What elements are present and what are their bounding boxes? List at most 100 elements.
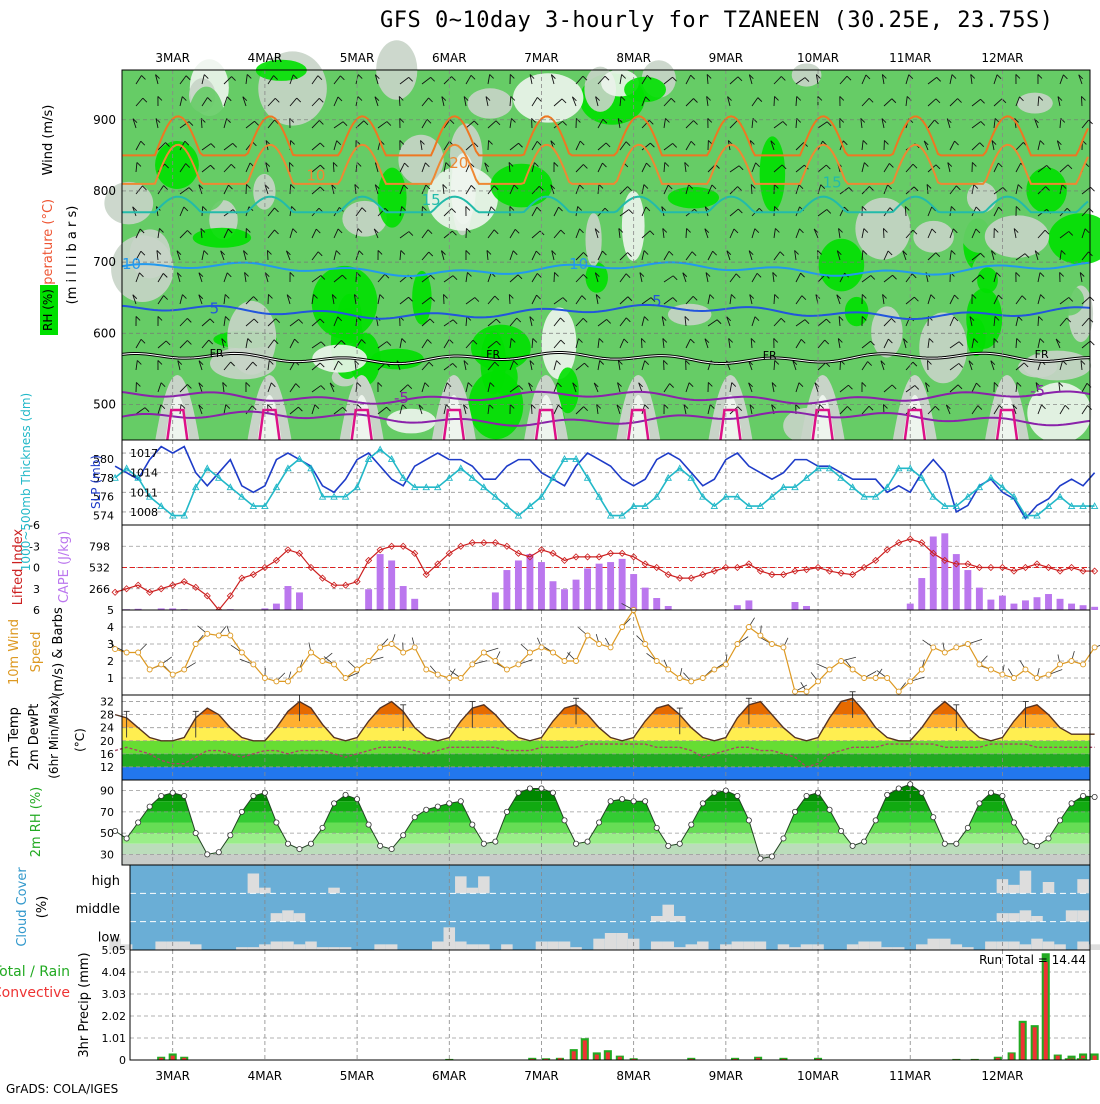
wind-point [205, 631, 210, 636]
contour-label: 5 [652, 292, 662, 310]
wind-point [424, 667, 429, 672]
wind-point [792, 689, 797, 694]
rh-point [1034, 843, 1039, 848]
bottom-date-label: 7MAR [524, 1069, 559, 1083]
wind-point [850, 667, 855, 672]
rh-point [712, 790, 717, 795]
chart-title: GFS 0~10day 3-hourly for TZANEEN (30.25E… [380, 8, 1054, 33]
cloud-low-bar [282, 942, 294, 951]
rh-shade [819, 239, 865, 292]
cape-bar [803, 606, 810, 610]
cloud-low-bar [732, 942, 744, 951]
rh-point [873, 818, 878, 823]
rh-shade [913, 221, 954, 253]
wind-point [355, 667, 360, 672]
yaxis-tick-label: 4.04 [102, 966, 127, 979]
wind-point [654, 659, 659, 664]
top-date-label: 11MAR [889, 51, 931, 65]
rh-shade [480, 331, 506, 395]
rh-point [931, 815, 936, 820]
temp-axis-unit: (°C) [73, 728, 87, 752]
cape-bar [930, 537, 937, 610]
cloud-low-bar [1089, 944, 1100, 950]
cloud-middle-bar [294, 913, 306, 922]
rh-point [182, 793, 187, 798]
rh-point [1011, 820, 1016, 825]
cloud-high-bar [1008, 885, 1020, 894]
cloud-low-bar [743, 942, 755, 951]
cloud-low-bar [271, 942, 283, 951]
wind-point [447, 676, 452, 681]
wind-point [493, 659, 498, 664]
cloud-low-bar [467, 944, 479, 950]
cloud-low-bar [1054, 944, 1066, 950]
wind-point [954, 645, 959, 650]
wind-point [562, 659, 567, 664]
contour-label: 5 [210, 299, 220, 317]
wind-point [378, 645, 383, 650]
wind-barb [356, 272, 357, 282]
rh-shade [253, 174, 275, 210]
bottom-date-label: 8MAR [616, 1069, 651, 1083]
rh-shade [1017, 93, 1053, 114]
wind-point [862, 676, 867, 681]
wind-point [746, 625, 751, 630]
rh-point [1092, 794, 1097, 799]
wind-point [816, 679, 821, 684]
cape-bar [1091, 607, 1098, 610]
precip-conv-bar [1093, 1056, 1097, 1060]
wind-barb [289, 162, 290, 172]
right-tick-label: 798 [89, 540, 110, 553]
rh-point [689, 822, 694, 827]
rh-point [308, 841, 313, 846]
yaxis-tick-label: 900 [93, 113, 116, 127]
rh-point [331, 801, 336, 806]
cloud-middle-bar [1008, 913, 1020, 922]
contour-label: 15 [422, 191, 441, 209]
wind-point [458, 676, 463, 681]
wind-barb [686, 228, 687, 238]
cape-bar [964, 570, 971, 610]
rh-point [424, 807, 429, 812]
yaxis-tick-label: 800 [93, 184, 116, 198]
wind-barb [267, 250, 268, 260]
left-tick-label: -3 [29, 540, 40, 553]
top-date-label: 3MAR [155, 51, 190, 65]
wind-barb [774, 206, 775, 216]
rh-shade [967, 182, 997, 213]
rh-point [666, 843, 671, 848]
rh-axis-label: 2m RH (%) [29, 787, 44, 858]
cape-bar [665, 606, 672, 610]
rh-point [1069, 801, 1074, 806]
cloud-high-bar [467, 888, 479, 894]
cape-bar [550, 581, 557, 610]
cloud-low-bar [686, 944, 698, 950]
rh-shade [160, 320, 202, 369]
bottom-date-label: 3MAR [155, 1069, 190, 1083]
cape-bar [400, 586, 407, 610]
cloud-low-bar [755, 942, 767, 951]
rh-point [170, 790, 175, 795]
top-date-label: 12MAR [981, 51, 1023, 65]
wind-point [758, 633, 763, 638]
cape-bar [734, 605, 741, 610]
precip-conv-bar [1021, 1023, 1025, 1060]
wind-point [608, 645, 613, 650]
yaxis-tick-label: 20 [100, 735, 114, 748]
wind-barb-flag [1091, 187, 1095, 191]
wind-point [159, 662, 164, 667]
precip-total-label: Total / Rain [0, 964, 70, 980]
rh-point [504, 809, 509, 814]
wind-point [1011, 676, 1016, 681]
wind-point [896, 689, 901, 694]
right-tick-label: 532 [89, 562, 110, 575]
cape-bar [642, 588, 649, 610]
yaxis-tick-label: 70 [100, 806, 114, 819]
wind-point [574, 659, 579, 664]
cloud-low-bar [870, 942, 882, 951]
rh-point [389, 846, 394, 851]
cloud-axis-label-1: Cloud Cover [15, 867, 30, 947]
wind-point [781, 645, 786, 650]
cloud-low-bar [1043, 942, 1055, 951]
wind-point [769, 642, 774, 647]
